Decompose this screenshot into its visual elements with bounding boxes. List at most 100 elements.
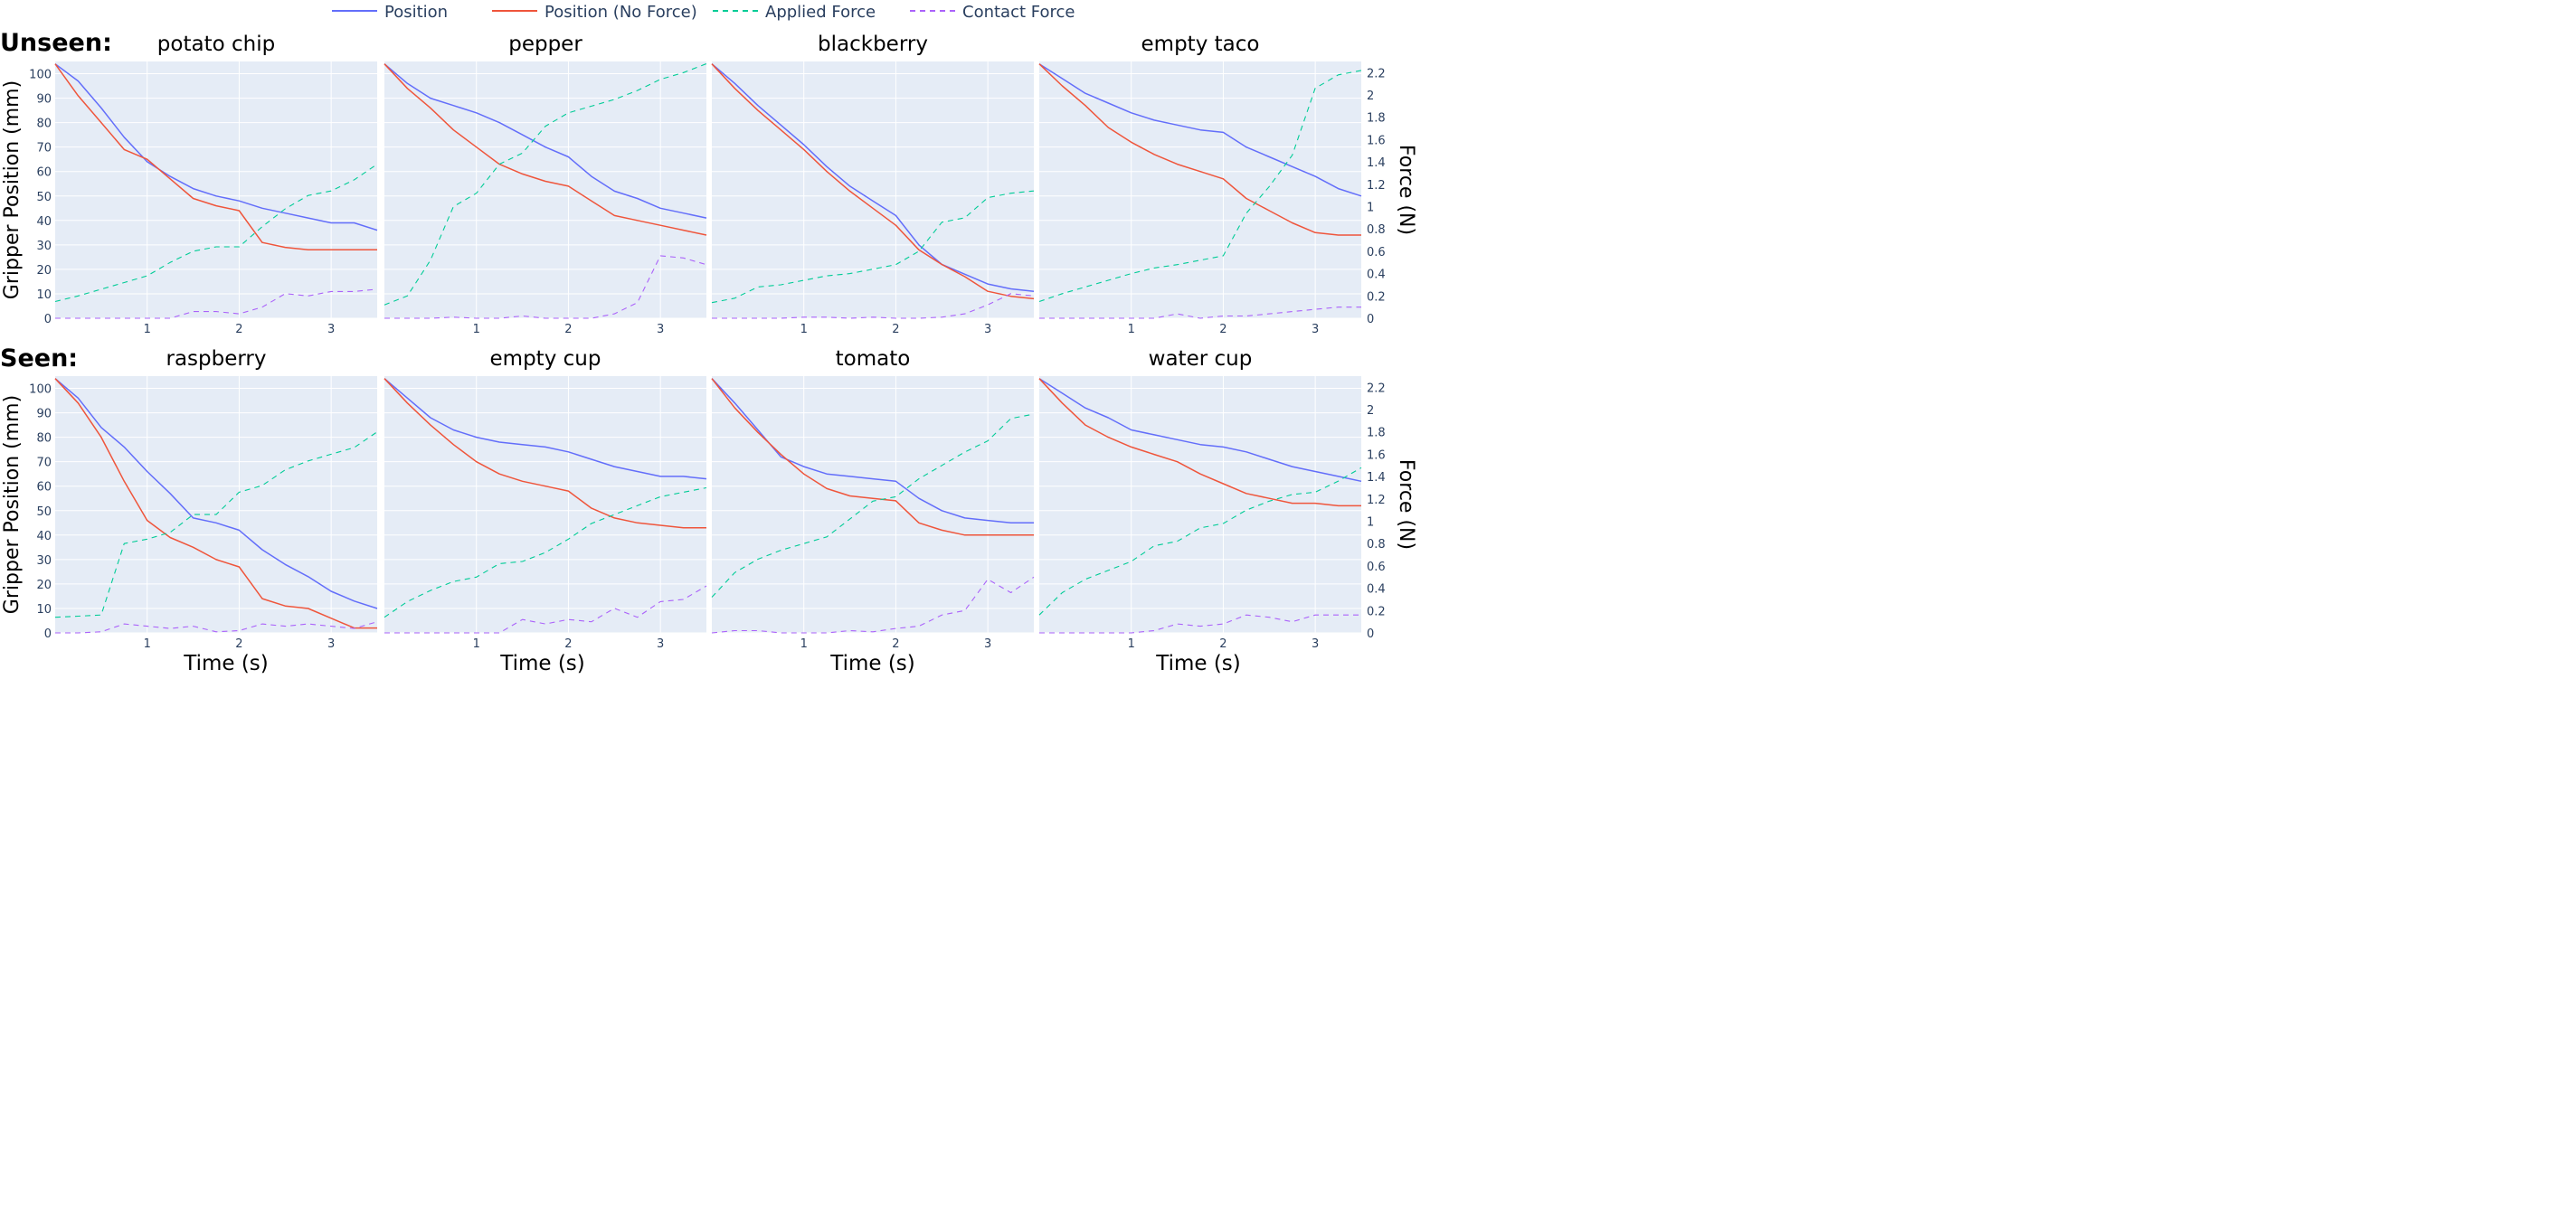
y-right-tick-label: 2 [1367, 90, 1374, 103]
y-right-tick-label: 1.2 [1367, 494, 1386, 507]
series-line-contact-force [55, 288, 378, 319]
x-tick-label: 2 [892, 637, 899, 651]
chart-panel: empty taco 1 2 3 0 0.2 0.4 0.6 0.8 1 1.2 1.4 1.6 1.8 2… [1038, 33, 1386, 336]
x-axis-title: Time (s) [183, 652, 269, 675]
y-right-tick-label: 0.8 [1367, 223, 1386, 237]
y-right-tick-label: 0 [1367, 627, 1374, 641]
legend-item: Applied Force [713, 3, 876, 22]
y-left-tick-label: 70 [36, 457, 52, 470]
chart-panel: tomato 1 2 3 [711, 347, 1035, 651]
series-line-contact-force [384, 255, 707, 319]
series-line-contact-force [712, 293, 1035, 319]
x-tick-label: 3 [657, 637, 664, 651]
chart-panel: water cup 1 2 3 0 0.2 0.4 0.6 0.8 1 1.2 1.4 1.6 1.8 2 2… [1038, 347, 1386, 651]
x-tick-label: 3 [1312, 637, 1319, 651]
y-left-tick-label: 70 [36, 142, 52, 156]
series-line-position-no-force [54, 378, 377, 629]
series-line-applied-force [54, 431, 378, 618]
plot-background [1039, 376, 1361, 633]
y-right-tick-label: 1.2 [1367, 179, 1386, 193]
y-right-tick-label: 0.2 [1367, 605, 1386, 618]
y-left-tick-label: 80 [36, 118, 52, 131]
y-left-tick-label: 80 [36, 432, 52, 446]
series-line-position [711, 63, 1035, 292]
x-tick-label: 2 [235, 637, 242, 651]
y-left-tick-label: 40 [36, 215, 52, 229]
y-left-tick-label: 90 [36, 93, 52, 107]
legend-label: Contact Force [962, 3, 1075, 22]
series-line-position [1038, 378, 1362, 483]
plot-background [55, 376, 377, 633]
x-axis-title: Time (s) [1155, 652, 1241, 675]
x-tick-label: 3 [327, 637, 335, 651]
series-line-position [54, 378, 378, 609]
series-line-position-no-force [54, 63, 377, 251]
y-left-tick-label: 30 [36, 554, 52, 568]
x-tick-label: 3 [984, 637, 991, 651]
panel-title: empty cup [490, 347, 601, 371]
legend-item: Contact Force [910, 3, 1075, 22]
series-line-contact-force [384, 585, 707, 634]
y-right-tick-label: 0.6 [1367, 246, 1386, 259]
y-right-axis-title: Force (N) [1395, 459, 1417, 550]
chart-panel: empty cup 1 2 3 [384, 347, 707, 651]
plot-background [712, 376, 1034, 633]
plot-background [384, 61, 706, 318]
x-tick-label: 1 [800, 323, 808, 336]
y-left-tick-label: 0 [44, 627, 52, 641]
y-left-axis-title: Gripper Position (mm) [1, 395, 24, 614]
y-right-tick-label: 1.8 [1367, 427, 1386, 440]
panel-title: empty taco [1141, 33, 1260, 56]
y-left-tick-label: 50 [36, 505, 52, 519]
y-right-tick-label: 0.4 [1367, 583, 1386, 597]
x-tick-label: 2 [1219, 323, 1226, 336]
x-axis-title: Time (s) [499, 652, 585, 675]
figure: Position Position (No Force) Applied Force… [0, 3, 1417, 675]
y-left-tick-label: 90 [36, 408, 52, 421]
plot-background [55, 61, 377, 318]
legend: Position Position (No Force) Applied Force… [332, 3, 1075, 22]
y-right-tick-label: 1.8 [1367, 112, 1386, 126]
x-tick-label: 3 [657, 323, 664, 336]
legend-label: Position (No Force) [545, 3, 697, 22]
panel-title: raspberry [166, 347, 266, 371]
y-right-tick-label: 0.6 [1367, 561, 1386, 574]
series-line-applied-force [54, 164, 378, 303]
panel-title: water cup [1149, 347, 1253, 371]
x-tick-label: 1 [1128, 637, 1135, 651]
series-line-position-no-force [711, 63, 1035, 300]
series-line-applied-force [1038, 70, 1362, 303]
y-right-tick-label: 1.4 [1367, 471, 1386, 485]
y-right-tick-label: 1.6 [1367, 134, 1386, 147]
y-left-tick-label: 50 [36, 191, 52, 204]
y-left-tick-label: 20 [36, 264, 52, 278]
series-line-position-no-force [384, 378, 706, 529]
y-right-tick-label: 2.2 [1367, 67, 1386, 80]
series-line-applied-force [1038, 467, 1362, 616]
y-left-tick-label: 20 [36, 579, 52, 592]
y-right-tick-label: 1 [1367, 516, 1374, 530]
y-left-tick-label: 100 [29, 383, 52, 397]
series-line-position-no-force [1038, 378, 1361, 507]
x-tick-label: 1 [1128, 323, 1135, 336]
x-tick-label: 2 [1219, 637, 1226, 651]
row-label-unseen: Unseen: [0, 29, 112, 57]
y-left-tick-label: 30 [36, 240, 52, 253]
y-left-tick-label: 10 [36, 288, 52, 302]
x-tick-label: 3 [327, 323, 335, 336]
y-left-tick-label: 10 [36, 603, 52, 617]
series-line-contact-force [1039, 306, 1361, 319]
y-right-tick-label: 0 [1367, 313, 1374, 326]
series-line-applied-force [711, 413, 1035, 598]
y-left-tick-label: 0 [44, 313, 52, 326]
series-line-contact-force [1039, 614, 1361, 634]
y-left-axis-title: Gripper Position (mm) [1, 80, 24, 299]
series-line-position [1038, 63, 1362, 197]
plot-background [712, 61, 1034, 318]
legend-item: Position (No Force) [492, 3, 697, 22]
series-line-contact-force [55, 621, 378, 634]
legend-label: Position [384, 3, 448, 22]
x-tick-label: 3 [984, 323, 991, 336]
